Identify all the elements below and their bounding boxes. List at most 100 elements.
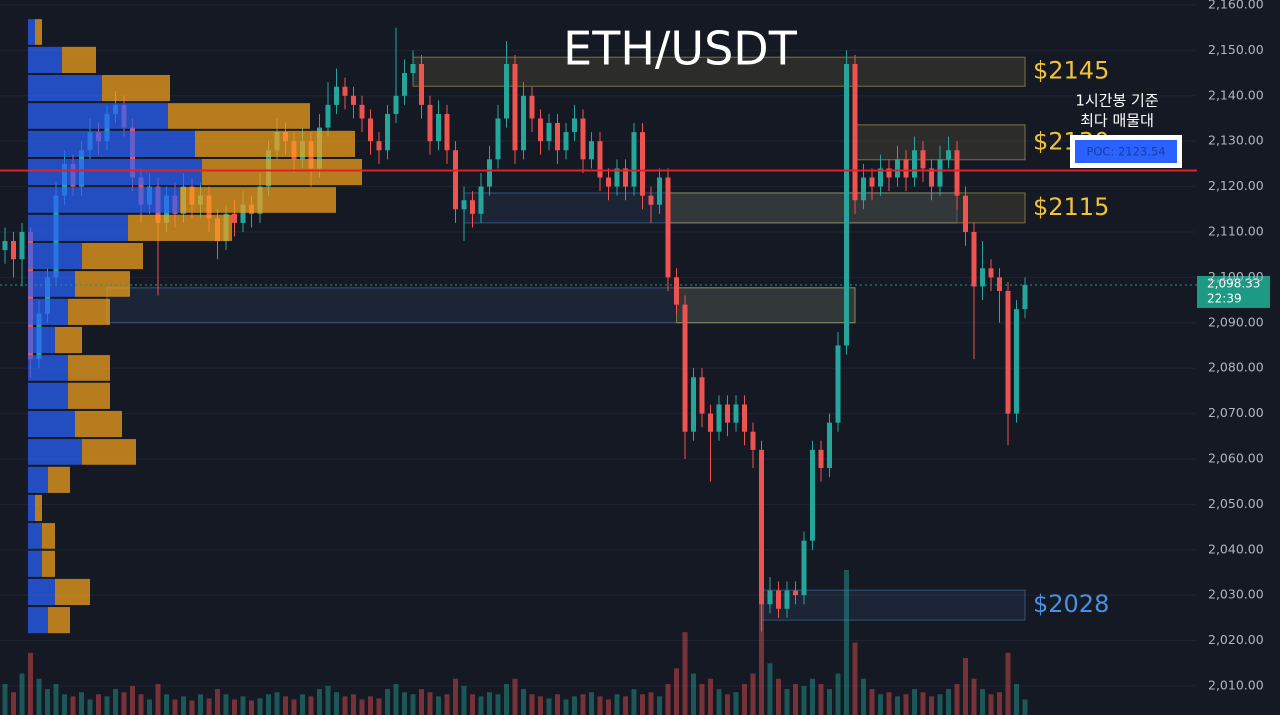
volume-bar [138, 694, 144, 715]
profile-sell [82, 439, 136, 465]
volume-bar [895, 696, 900, 715]
volume-bar [640, 694, 645, 715]
candle-body [640, 132, 645, 196]
volume-bar [793, 683, 798, 715]
candle-body [776, 590, 781, 609]
candle-body [393, 95, 399, 114]
volume-bar [920, 692, 926, 715]
candle-body [342, 86, 348, 96]
profile-buy [28, 74, 102, 102]
volume-bar [750, 673, 756, 715]
candle-body [546, 123, 552, 142]
candle-body [903, 159, 909, 178]
volume-bar [538, 696, 543, 715]
volume-bar [980, 689, 985, 715]
annotation: 1시간봉 기준 [1075, 92, 1159, 110]
candle-body [2, 241, 8, 251]
volume-bar [410, 694, 416, 715]
profile-sell [62, 46, 96, 73]
price-tag-value: 2,098.33 [1207, 276, 1260, 290]
volume-bar [835, 673, 841, 715]
zone-label: $2115 [1033, 193, 1109, 221]
volume-bar [334, 692, 339, 715]
candle-body [444, 113, 450, 151]
volume-bar [79, 692, 84, 715]
volume-bar [121, 692, 127, 715]
candle-body [759, 449, 764, 605]
chart-title: ETH/USDT [563, 22, 798, 76]
y-tick-label: 2,110.00 [1208, 223, 1264, 238]
annotation: 최다 매물대 [1080, 112, 1154, 130]
volume-bar [317, 689, 322, 715]
volume-bar [359, 699, 365, 715]
volume-bar [385, 689, 390, 715]
volume-bar [691, 673, 696, 715]
candle-body [912, 150, 917, 178]
volume-bar [971, 678, 977, 715]
candle-body [818, 449, 824, 469]
volume-bar [283, 696, 288, 715]
volume-bar [529, 694, 535, 715]
profile-buy [28, 187, 180, 213]
volume-bar [155, 683, 161, 715]
candle-body [784, 590, 790, 609]
volume-bar [444, 694, 450, 715]
volume-bar [818, 683, 824, 715]
profile-sell [48, 466, 70, 493]
y-tick-label: 2,140.00 [1208, 87, 1264, 102]
profile-sell [180, 187, 336, 213]
candle-body [878, 168, 883, 187]
candle-body [487, 159, 492, 187]
candle-body [334, 86, 339, 105]
candle-body [674, 277, 679, 305]
volume-bar [742, 683, 747, 715]
candle-body [852, 64, 858, 201]
volume-bar [623, 696, 628, 715]
candle-body [742, 404, 747, 432]
candle-body [529, 95, 535, 119]
candle-body [419, 64, 424, 105]
candle-body [436, 113, 441, 142]
volume-bar [954, 683, 960, 715]
profile-buy [28, 355, 68, 381]
volume-bar [810, 678, 815, 715]
candle-body [988, 268, 994, 278]
y-tick-label: 2,080.00 [1208, 360, 1264, 375]
volume-bar [376, 698, 382, 715]
candle-body [699, 377, 705, 414]
candle-body [240, 204, 246, 223]
candle-body [555, 123, 560, 151]
profile-buy [28, 46, 62, 73]
poc-label: POC: 2123.54 [1086, 145, 1165, 159]
candle-body [1014, 309, 1019, 414]
volume-bar [300, 694, 305, 715]
candle-body [708, 413, 713, 432]
profile-buy [28, 523, 42, 549]
candle-body [861, 177, 866, 201]
volume-bar [521, 689, 526, 715]
profile-sell [195, 130, 355, 157]
profile-sell [68, 298, 110, 325]
candle-body [614, 168, 620, 187]
volume-bar [206, 698, 212, 715]
volume-bar [436, 696, 441, 715]
volume-bar [249, 700, 254, 715]
volume-bar [759, 590, 764, 715]
candle-body [512, 64, 518, 151]
candle-body [453, 150, 458, 210]
volume-bar [28, 652, 33, 715]
volume-bar [342, 696, 348, 715]
profile-buy [28, 214, 128, 241]
volume-bar [665, 683, 671, 715]
volume-bar [1014, 683, 1019, 715]
volume-bar [844, 570, 849, 715]
profile-sell [55, 578, 90, 606]
y-tick-label: 2,020.00 [1208, 632, 1264, 647]
y-tick-label: 2,010.00 [1208, 677, 1264, 692]
candle-body [1005, 290, 1011, 414]
candle-body [580, 118, 586, 160]
volume-bar [351, 694, 356, 715]
volume-bar [62, 694, 67, 715]
volume-bar [232, 699, 237, 715]
